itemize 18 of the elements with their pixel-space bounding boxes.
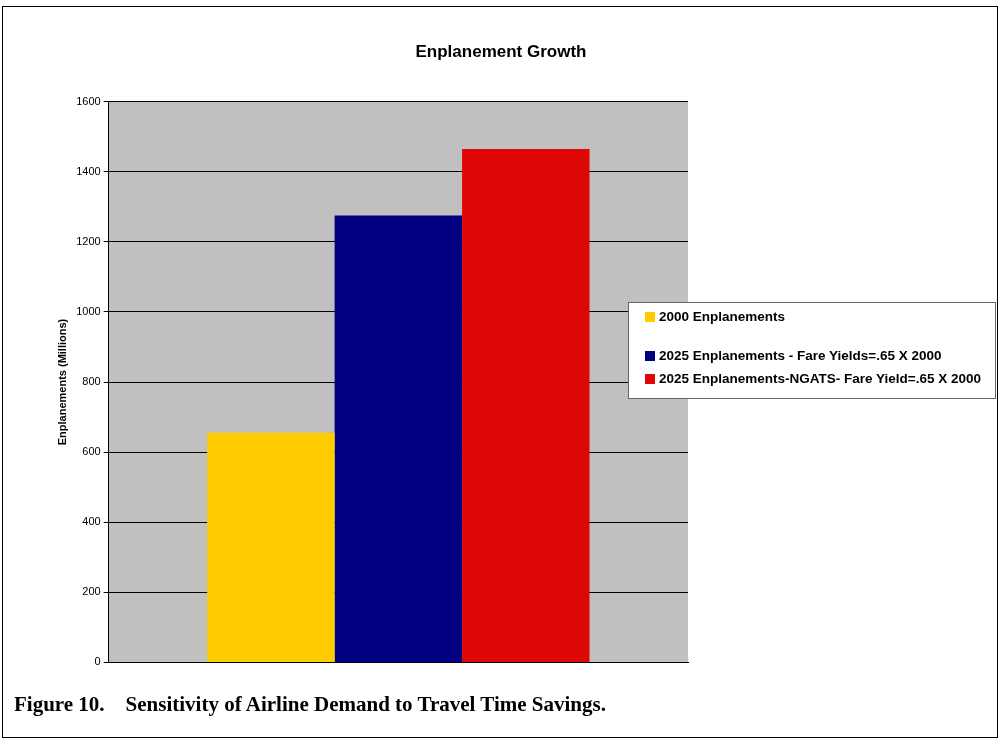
y-axis-title: Enplanements (Millions) <box>55 318 68 446</box>
bar <box>334 215 463 662</box>
y-tick-label: 800 <box>82 375 101 388</box>
bar <box>462 148 590 662</box>
y-tick-label: 1400 <box>76 164 101 177</box>
chart-title: Enplanement Growth <box>414 42 588 62</box>
y-tick-label: 1600 <box>76 94 101 107</box>
legend-label: 2025 Enplanements - Fare Yields=.65 X 2000 <box>659 348 942 363</box>
bar <box>207 432 335 662</box>
y-tick-label: 1200 <box>76 234 101 247</box>
legend-label: 2000 Enplanements <box>659 309 786 324</box>
caption: Figure 10. Sensitivity of Airline Demand to Travel Time Savings. <box>14 692 606 717</box>
legend-label: 2025 Enplanements-NGATS- Fare Yield=.65 X 2000 <box>659 371 982 386</box>
y-tick-label: 200 <box>82 585 101 598</box>
y-tick-label: 600 <box>82 445 101 458</box>
y-tick-label: 0 <box>94 655 101 668</box>
y-tick-label: 400 <box>82 515 101 528</box>
y-tick-label: 1000 <box>76 304 101 317</box>
